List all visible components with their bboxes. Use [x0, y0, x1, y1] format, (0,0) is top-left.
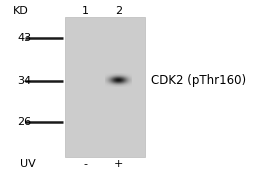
Text: UV: UV	[20, 159, 36, 169]
Text: 26: 26	[17, 117, 31, 127]
Text: 1: 1	[82, 6, 89, 16]
Text: 34: 34	[17, 76, 31, 86]
Text: 43: 43	[17, 33, 31, 43]
FancyBboxPatch shape	[65, 17, 145, 157]
Text: +: +	[113, 159, 123, 169]
Text: 2: 2	[115, 6, 122, 16]
Text: CDK2 (pThr160): CDK2 (pThr160)	[151, 74, 246, 87]
Text: KD: KD	[13, 6, 28, 16]
Text: -: -	[83, 159, 87, 169]
